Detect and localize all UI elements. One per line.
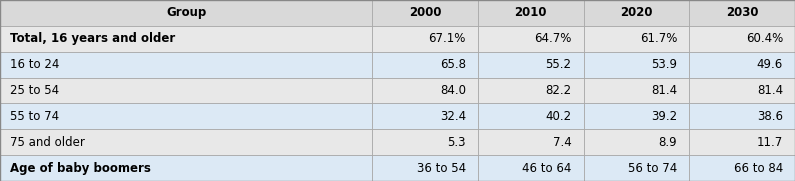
Text: 46 to 64: 46 to 64 (522, 162, 572, 174)
Text: 8.9: 8.9 (659, 136, 677, 149)
Bar (584, 78, 689, 103)
Text: 60.4%: 60.4% (746, 32, 783, 45)
Bar (478, 103, 584, 129)
Text: 56 to 74: 56 to 74 (628, 162, 677, 174)
Text: 36 to 54: 36 to 54 (417, 162, 466, 174)
Text: 39.2: 39.2 (651, 110, 677, 123)
Text: 75 and older: 75 and older (10, 136, 84, 149)
Bar (689, 103, 795, 129)
Text: 5.3: 5.3 (448, 136, 466, 149)
Bar (478, 129, 584, 155)
Bar (478, 52, 584, 78)
Text: 2030: 2030 (726, 7, 758, 19)
Text: 2010: 2010 (514, 7, 547, 19)
Text: 61.7%: 61.7% (640, 32, 677, 45)
Text: 66 to 84: 66 to 84 (734, 162, 783, 174)
Bar (584, 52, 689, 78)
Bar (0, 0, 372, 26)
Bar (0, 103, 372, 129)
Bar (689, 78, 795, 103)
Text: 53.9: 53.9 (651, 58, 677, 71)
Bar (372, 155, 478, 181)
Text: 2020: 2020 (620, 7, 653, 19)
Bar (372, 0, 478, 26)
Text: 40.2: 40.2 (545, 110, 572, 123)
Text: Age of baby boomers: Age of baby boomers (10, 162, 150, 174)
Bar (689, 155, 795, 181)
Bar (689, 129, 795, 155)
Bar (584, 26, 689, 52)
Text: 38.6: 38.6 (757, 110, 783, 123)
Bar (689, 26, 795, 52)
Bar (478, 0, 584, 26)
Text: 32.4: 32.4 (440, 110, 466, 123)
Bar (0, 155, 372, 181)
Bar (478, 78, 584, 103)
Bar (372, 129, 478, 155)
Text: 65.8: 65.8 (440, 58, 466, 71)
Text: 82.2: 82.2 (545, 84, 572, 97)
Bar (478, 26, 584, 52)
Text: 64.7%: 64.7% (534, 32, 572, 45)
Text: 81.4: 81.4 (651, 84, 677, 97)
Bar (0, 52, 372, 78)
Bar (584, 155, 689, 181)
Text: Group: Group (166, 7, 206, 19)
Text: 81.4: 81.4 (757, 84, 783, 97)
Bar (584, 0, 689, 26)
Text: 7.4: 7.4 (553, 136, 572, 149)
Bar (689, 0, 795, 26)
Text: 55.2: 55.2 (545, 58, 572, 71)
Bar (0, 129, 372, 155)
Text: 2000: 2000 (409, 7, 441, 19)
Text: 25 to 54: 25 to 54 (10, 84, 59, 97)
Bar (584, 129, 689, 155)
Text: 84.0: 84.0 (440, 84, 466, 97)
Bar (478, 155, 584, 181)
Bar (372, 52, 478, 78)
Bar (689, 52, 795, 78)
Bar (0, 78, 372, 103)
Text: 49.6: 49.6 (757, 58, 783, 71)
Bar (372, 78, 478, 103)
Text: Total, 16 years and older: Total, 16 years and older (10, 32, 175, 45)
Bar (0, 26, 372, 52)
Text: 11.7: 11.7 (757, 136, 783, 149)
Bar (372, 103, 478, 129)
Bar (584, 103, 689, 129)
Text: 55 to 74: 55 to 74 (10, 110, 59, 123)
Bar (372, 26, 478, 52)
Text: 67.1%: 67.1% (429, 32, 466, 45)
Text: 16 to 24: 16 to 24 (10, 58, 59, 71)
